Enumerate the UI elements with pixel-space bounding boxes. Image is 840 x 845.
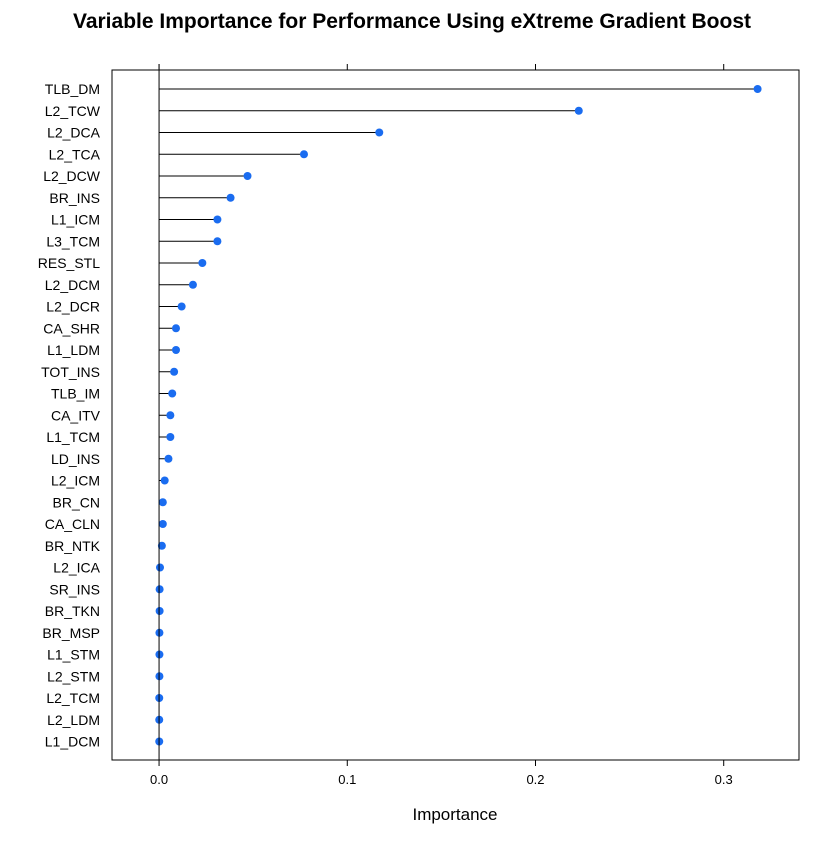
- y-category-label: L2_DCW: [43, 168, 101, 184]
- importance-point: [168, 389, 177, 398]
- y-category-label: CA_CLN: [45, 516, 100, 532]
- x-tick-label: 0.0: [150, 772, 168, 787]
- importance-point: [375, 128, 384, 137]
- plot-frame: [111, 69, 800, 761]
- importance-point: [158, 520, 167, 528]
- importance-point: [213, 237, 222, 246]
- importance-point: [155, 607, 164, 615]
- chart-marks: [155, 64, 762, 760]
- y-category-label: BR_MSP: [42, 625, 100, 641]
- importance-point: [166, 411, 175, 420]
- y-category-label: L2_TCM: [46, 690, 100, 706]
- bottom-axis-ticks: 0.0 0.1 0.2 0.3: [150, 760, 733, 787]
- importance-point: [188, 280, 197, 289]
- top-axis-ticks: [158, 64, 725, 70]
- y-category-label: L2_ICM: [51, 473, 100, 489]
- y-category-label: BR_CN: [53, 494, 100, 510]
- y-category-label: TLB_DM: [45, 81, 100, 97]
- y-category-label: L2_DCR: [46, 299, 100, 315]
- importance-point: [155, 585, 164, 594]
- importance-point: [198, 259, 207, 267]
- importance-point: [155, 563, 164, 572]
- y-category-label: BR_NTK: [45, 538, 101, 554]
- importance-point: [166, 433, 175, 441]
- y-category-label: RES_STL: [38, 255, 100, 271]
- y-category-label: L2_TCA: [49, 146, 101, 162]
- x-tick-label: 0.2: [526, 772, 544, 787]
- y-category-label: L2_LDM: [47, 712, 100, 728]
- importance-point: [753, 85, 762, 93]
- y-category-label: L1_DCM: [45, 734, 100, 750]
- y-category-label: LD_INS: [51, 451, 100, 467]
- importance-point: [171, 324, 180, 333]
- x-tick-label: 0.3: [715, 772, 733, 787]
- importance-point: [213, 215, 222, 224]
- importance-point: [574, 106, 583, 115]
- y-category-label: L2_DCM: [45, 277, 100, 293]
- y-category-label: L1_LDM: [47, 342, 100, 358]
- y-category-label: L2_TCW: [45, 103, 101, 119]
- x-axis-title: Importance: [412, 805, 497, 824]
- y-category-label: L3_TCM: [46, 233, 100, 249]
- importance-point: [226, 193, 235, 202]
- y-category-label: L1_ICM: [51, 212, 100, 228]
- x-tick-label: 0.1: [338, 772, 356, 787]
- importance-point: [164, 454, 173, 463]
- y-category-label: TOT_INS: [41, 364, 100, 380]
- y-category-label: BR_INS: [49, 190, 100, 206]
- importance-point: [177, 302, 186, 311]
- chart-title: Variable Importance for Performance Usin…: [73, 10, 751, 33]
- y-axis-labels: TLB_DM L2_TCW L2_DCA L2_TCA L2_DCW BR_INS L1_I…: [38, 81, 101, 750]
- y-category-label: BR_TKN: [45, 603, 100, 619]
- importance-point: [299, 150, 308, 159]
- y-category-label: L2_STM: [47, 668, 100, 684]
- y-category-label: L2_DCA: [47, 125, 101, 141]
- y-category-label: L1_TCM: [46, 429, 100, 445]
- importance-point: [170, 367, 179, 376]
- importance-point: [243, 172, 252, 180]
- y-category-label: TLB_IM: [51, 386, 100, 402]
- importance-point: [158, 498, 167, 507]
- y-category-label: SR_INS: [49, 581, 100, 597]
- y-category-label: CA_ITV: [51, 407, 101, 423]
- y-category-label: L2_ICA: [53, 560, 100, 576]
- importance-point: [171, 346, 180, 354]
- importance-point: [160, 476, 169, 485]
- y-category-label: CA_SHR: [43, 320, 100, 336]
- importance-point: [157, 541, 166, 550]
- y-category-label: L1_STM: [47, 647, 100, 663]
